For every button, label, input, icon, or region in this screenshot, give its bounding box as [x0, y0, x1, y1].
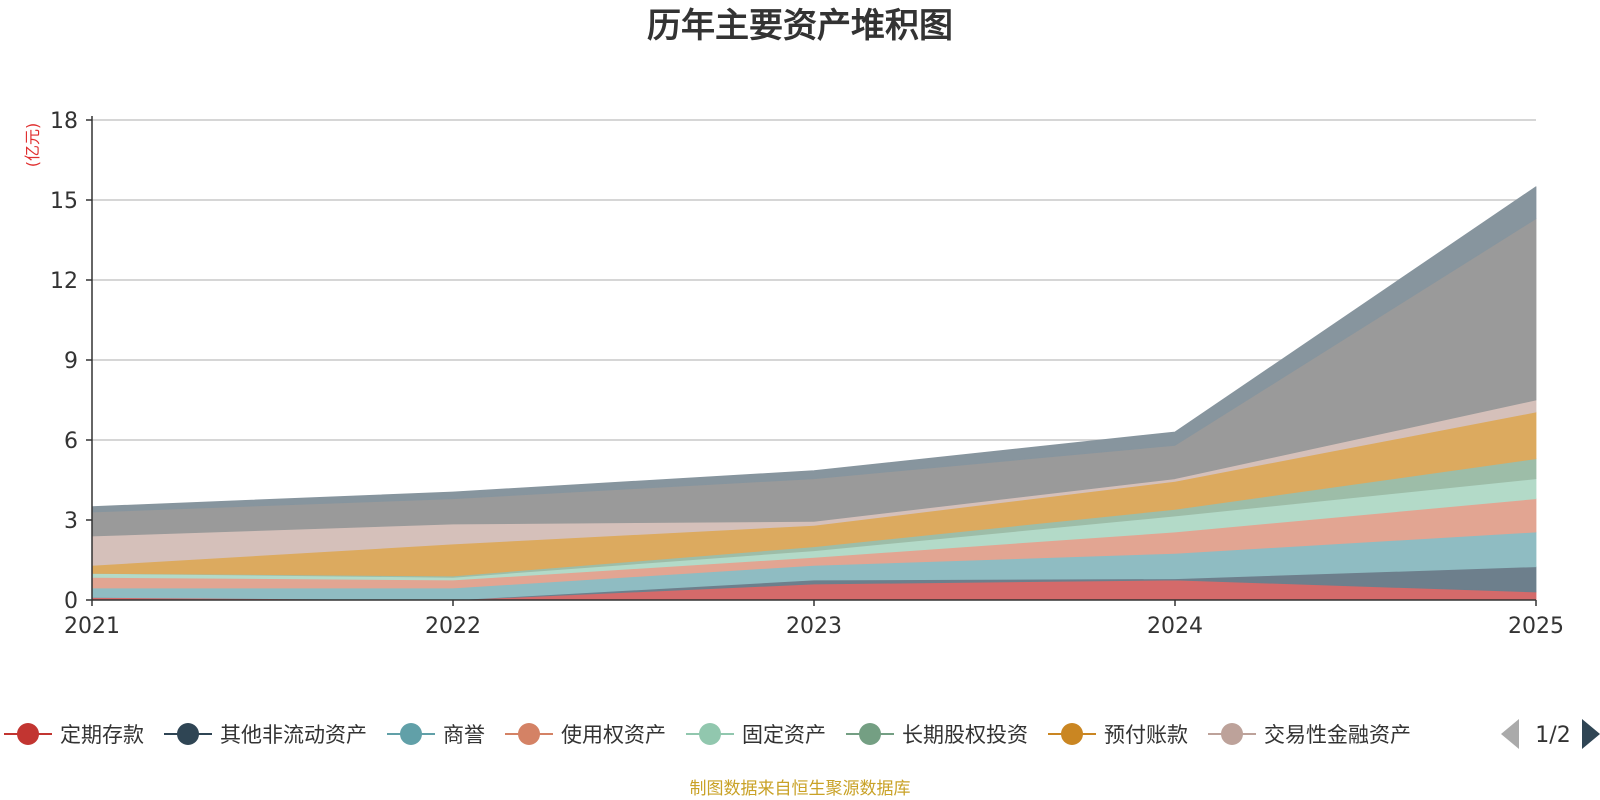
legend-label: 其他非流动资产 — [220, 723, 367, 747]
legend-swatch-marker — [699, 723, 721, 745]
legend-swatch-marker — [1221, 723, 1243, 745]
legend-item[interactable]: 固定资产 — [686, 723, 826, 747]
area-series-9 — [91, 186, 1537, 513]
legend-label: 定期存款 — [60, 723, 144, 747]
legend-label: 固定资产 — [742, 723, 826, 747]
legend-item[interactable]: 长期股权投资 — [846, 723, 1028, 747]
legend-item[interactable]: 预付账款 — [1048, 723, 1188, 747]
area-series-layer — [91, 186, 1537, 601]
axes: 0 3 6 9 12 15 18 2021 2022 2023 2024 2025 — [50, 109, 1564, 639]
x-tick-label: 2023 — [786, 614, 842, 639]
legend-label: 商誉 — [443, 723, 485, 747]
y-axis-unit-label: (亿元) — [23, 123, 42, 168]
legend-page-indicator: 1/2 — [1535, 723, 1570, 748]
legend-swatch-marker — [17, 723, 39, 745]
legend-item[interactable]: 使用权资产 — [505, 723, 666, 747]
legend-swatch-marker — [518, 723, 540, 745]
y-tick-label: 0 — [64, 589, 78, 614]
legend-swatch-marker — [400, 723, 422, 745]
legend-label: 交易性金融资产 — [1264, 723, 1411, 747]
legend-item[interactable]: 交易性金融资产 — [1208, 723, 1411, 747]
legend[interactable]: 定期存款 其他非流动资产 商誉 使用权资产 固定资产 长期股权投资 预付账款 交易性金融资产 1… — [4, 719, 1600, 749]
legend-label: 长期股权投资 — [902, 723, 1028, 747]
y-tick-label: 9 — [64, 349, 78, 374]
source-note: 制图数据来自恒生聚源数据库 — [690, 779, 911, 799]
y-tick-label: 3 — [64, 509, 78, 534]
legend-item[interactable]: 商誉 — [387, 723, 485, 747]
chart-title: 历年主要资产堆积图 — [647, 6, 953, 46]
x-tick-label: 2022 — [425, 614, 481, 639]
legend-label: 预付账款 — [1104, 723, 1188, 747]
legend-prev-page-icon[interactable] — [1501, 719, 1519, 749]
x-tick-label: 2025 — [1508, 614, 1564, 639]
legend-swatch-marker — [177, 723, 199, 745]
y-tick-label: 18 — [50, 109, 78, 134]
legend-next-page-icon[interactable] — [1582, 719, 1600, 749]
legend-item[interactable]: 定期存款 — [4, 723, 144, 747]
y-tick-label: 12 — [50, 269, 78, 294]
legend-items[interactable]: 定期存款 其他非流动资产 商誉 使用权资产 固定资产 长期股权投资 预付账款 交易性金融资产 — [4, 723, 1411, 747]
legend-swatch-marker — [1061, 723, 1083, 745]
legend-item[interactable]: 其他非流动资产 — [164, 723, 367, 747]
legend-swatch-marker — [859, 723, 881, 745]
legend-label: 使用权资产 — [561, 723, 666, 747]
y-tick-label: 6 — [64, 429, 78, 454]
x-tick-label: 2024 — [1147, 614, 1203, 639]
x-tick-label: 2021 — [64, 614, 120, 639]
y-tick-label: 15 — [50, 189, 78, 214]
